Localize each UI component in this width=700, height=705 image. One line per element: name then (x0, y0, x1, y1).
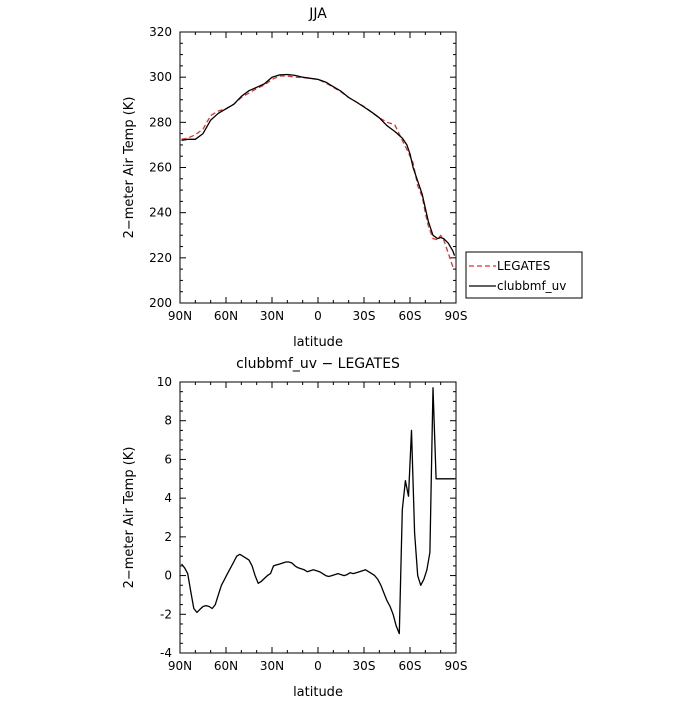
legend-entry: clubbmf_uv (497, 279, 566, 293)
x-tick-label: 30S (353, 309, 376, 323)
chart-title: clubbmf_uv − LEGATES (236, 356, 400, 372)
y-tick-label: 260 (149, 161, 172, 175)
y-tick-label: 300 (149, 70, 172, 84)
x-tick-label: 90N (168, 659, 192, 673)
legend: LEGATES clubbmf_uv (465, 251, 583, 299)
y-tick-label: 240 (149, 206, 172, 220)
panel-1: JJA 90N 60N 30N 0 30S 60S 90S 200 220 240 260 280 300… (122, 6, 583, 350)
y-tick-label: 200 (149, 296, 172, 310)
legend-box (465, 251, 583, 299)
y-tick-label: -2 (160, 607, 172, 621)
x-tick-label: 60N (214, 659, 238, 673)
y-tick-label: 6 (164, 452, 172, 466)
x-tick-label: 60S (399, 659, 422, 673)
x-tick-label: 60N (214, 309, 238, 323)
y-tick-label: 8 (164, 414, 172, 428)
x-tick-label: 30N (260, 309, 284, 323)
y-tick-label: -4 (160, 646, 172, 660)
x-tick-label: 0 (314, 309, 322, 323)
legend-entry: LEGATES (497, 259, 550, 273)
y-axis-label: 2−meter Air Temp (K) (122, 97, 137, 239)
y-tick-label: 10 (157, 375, 172, 389)
y-tick-label: 2 (164, 530, 172, 544)
x-tick-label: 30S (353, 659, 376, 673)
y-tick-label: 320 (149, 25, 172, 39)
x-tick-label: 90N (168, 309, 192, 323)
y-tick-label: 280 (149, 115, 172, 129)
series-line-legates (181, 75, 456, 270)
y-tick-label: 220 (149, 251, 172, 265)
x-tick-label: 90S (445, 309, 468, 323)
x-tick-label: 60S (399, 309, 422, 323)
x-tick-label: 0 (314, 659, 322, 673)
x-tick-label: 90S (445, 659, 468, 673)
panel-2: clubbmf_uv − LEGATES 90N 60N 30N 0 30S 60S 90S -… (122, 356, 467, 700)
y-tick-label: 0 (164, 569, 172, 583)
y-tick-label: 4 (164, 491, 172, 505)
x-tick-label: 30N (260, 659, 284, 673)
series-line-clubbmf-uv (181, 73, 456, 256)
series-line-difference (180, 387, 455, 635)
y-axis-label: 2−meter Air Temp (K) (122, 447, 137, 589)
x-axis-label: latitude (293, 685, 343, 700)
chart-title: JJA (308, 6, 327, 22)
plot-frame (179, 31, 457, 304)
x-axis-label: latitude (293, 335, 343, 350)
